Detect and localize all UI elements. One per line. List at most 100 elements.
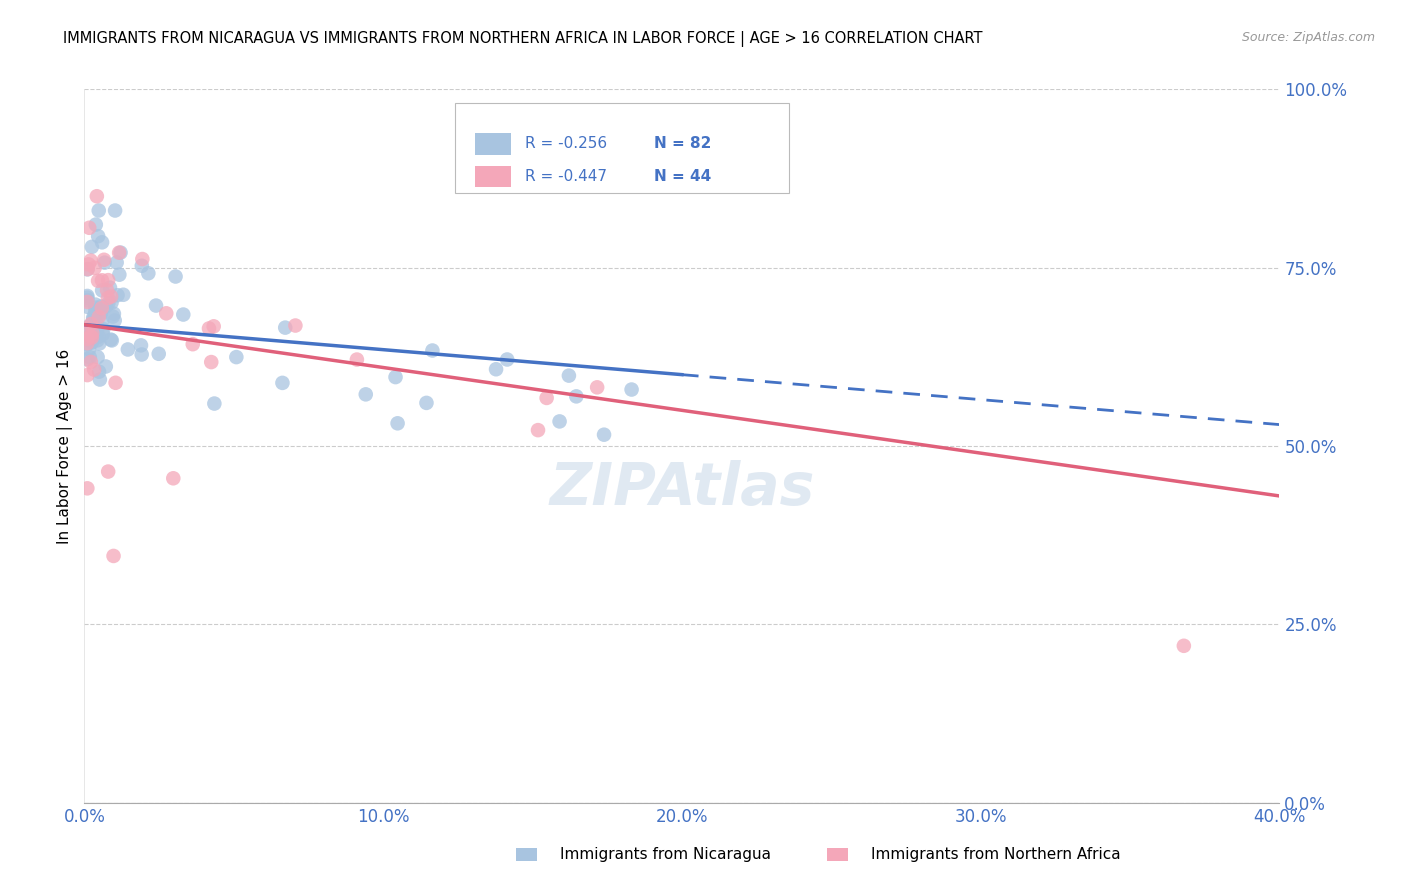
Point <box>91 235 114 250</box>
Point <box>77 342 100 356</box>
Text: Immigrants from Northern Africa: Immigrants from Northern Africa <box>870 847 1121 862</box>
Point <box>79 318 101 333</box>
Point <box>103 549 125 563</box>
Point <box>586 380 609 394</box>
Point <box>76 291 98 305</box>
Point <box>98 280 121 294</box>
Point <box>93 255 115 269</box>
Text: N = 44: N = 44 <box>654 169 711 185</box>
Text: Source: ZipAtlas.com: Source: ZipAtlas.com <box>1241 31 1375 45</box>
Point <box>76 336 98 351</box>
Point <box>181 337 204 351</box>
Point <box>101 334 124 348</box>
Point <box>422 343 444 358</box>
FancyBboxPatch shape <box>456 103 790 193</box>
Point <box>84 304 107 318</box>
Point <box>101 310 124 324</box>
Point <box>225 350 247 364</box>
Point <box>79 329 101 343</box>
Point <box>91 314 114 328</box>
Point <box>138 266 160 280</box>
Point <box>76 481 98 495</box>
Point <box>83 308 105 322</box>
Point <box>162 471 184 485</box>
Point <box>82 326 104 340</box>
Point <box>91 327 114 342</box>
Text: ZIPAtlas: ZIPAtlas <box>550 460 814 517</box>
Point <box>79 350 101 364</box>
Point <box>104 376 127 390</box>
Point <box>83 260 105 275</box>
Point <box>103 307 125 321</box>
Point <box>536 391 558 405</box>
Point <box>89 305 111 319</box>
Point <box>131 252 153 266</box>
Point <box>94 359 117 374</box>
Point <box>80 335 103 350</box>
Point <box>97 296 120 310</box>
Point <box>202 319 225 334</box>
Point <box>565 389 588 403</box>
Point <box>76 320 98 334</box>
Point <box>76 352 98 367</box>
Point <box>110 245 132 260</box>
Point <box>97 291 120 305</box>
Point <box>86 321 108 335</box>
Point <box>82 312 104 326</box>
Point <box>89 336 111 351</box>
Point <box>87 203 110 218</box>
Point <box>91 284 114 298</box>
Point <box>83 362 105 376</box>
Point <box>76 337 98 351</box>
Point <box>172 308 194 322</box>
Point <box>496 352 519 367</box>
Text: R = -0.447: R = -0.447 <box>526 169 607 185</box>
Point <box>558 368 581 383</box>
Point <box>90 307 112 321</box>
Point <box>87 274 110 288</box>
Point <box>104 313 127 327</box>
Point <box>387 417 409 431</box>
Point <box>131 259 153 273</box>
Point <box>97 465 120 479</box>
Point <box>84 297 107 311</box>
Point <box>104 203 127 218</box>
Point <box>96 299 118 313</box>
Point <box>198 321 221 335</box>
Point <box>485 362 508 376</box>
Point <box>384 370 406 384</box>
Point <box>80 355 103 369</box>
Point <box>100 333 122 347</box>
Text: IMMIGRANTS FROM NICARAGUA VS IMMIGRANTS FROM NORTHERN AFRICA IN LABOR FORCE | AG: IMMIGRANTS FROM NICARAGUA VS IMMIGRANTS … <box>63 31 983 47</box>
Point <box>129 338 152 352</box>
Point <box>131 347 153 361</box>
Point <box>271 376 294 390</box>
Point <box>548 414 571 428</box>
FancyBboxPatch shape <box>475 133 510 154</box>
Point <box>80 253 103 268</box>
Point <box>148 347 170 361</box>
Point <box>107 288 129 302</box>
Point <box>90 301 112 315</box>
Point <box>87 229 110 244</box>
Point <box>86 189 108 203</box>
Point <box>93 322 115 336</box>
Point <box>1173 639 1195 653</box>
Point <box>108 245 131 260</box>
Point <box>87 310 110 324</box>
Point <box>76 368 98 383</box>
Point <box>415 396 437 410</box>
Y-axis label: In Labor Force | Age > 16: In Labor Force | Age > 16 <box>58 349 73 543</box>
Point <box>76 293 98 307</box>
Point <box>76 321 98 335</box>
Point <box>96 283 118 297</box>
Text: N = 82: N = 82 <box>654 136 711 152</box>
Point <box>80 330 103 344</box>
FancyBboxPatch shape <box>516 847 537 861</box>
Point <box>76 332 98 346</box>
Text: Immigrants from Nicaragua: Immigrants from Nicaragua <box>560 847 770 862</box>
Point <box>202 396 225 410</box>
Point <box>86 318 108 332</box>
Point <box>76 295 98 310</box>
Point <box>274 320 297 334</box>
